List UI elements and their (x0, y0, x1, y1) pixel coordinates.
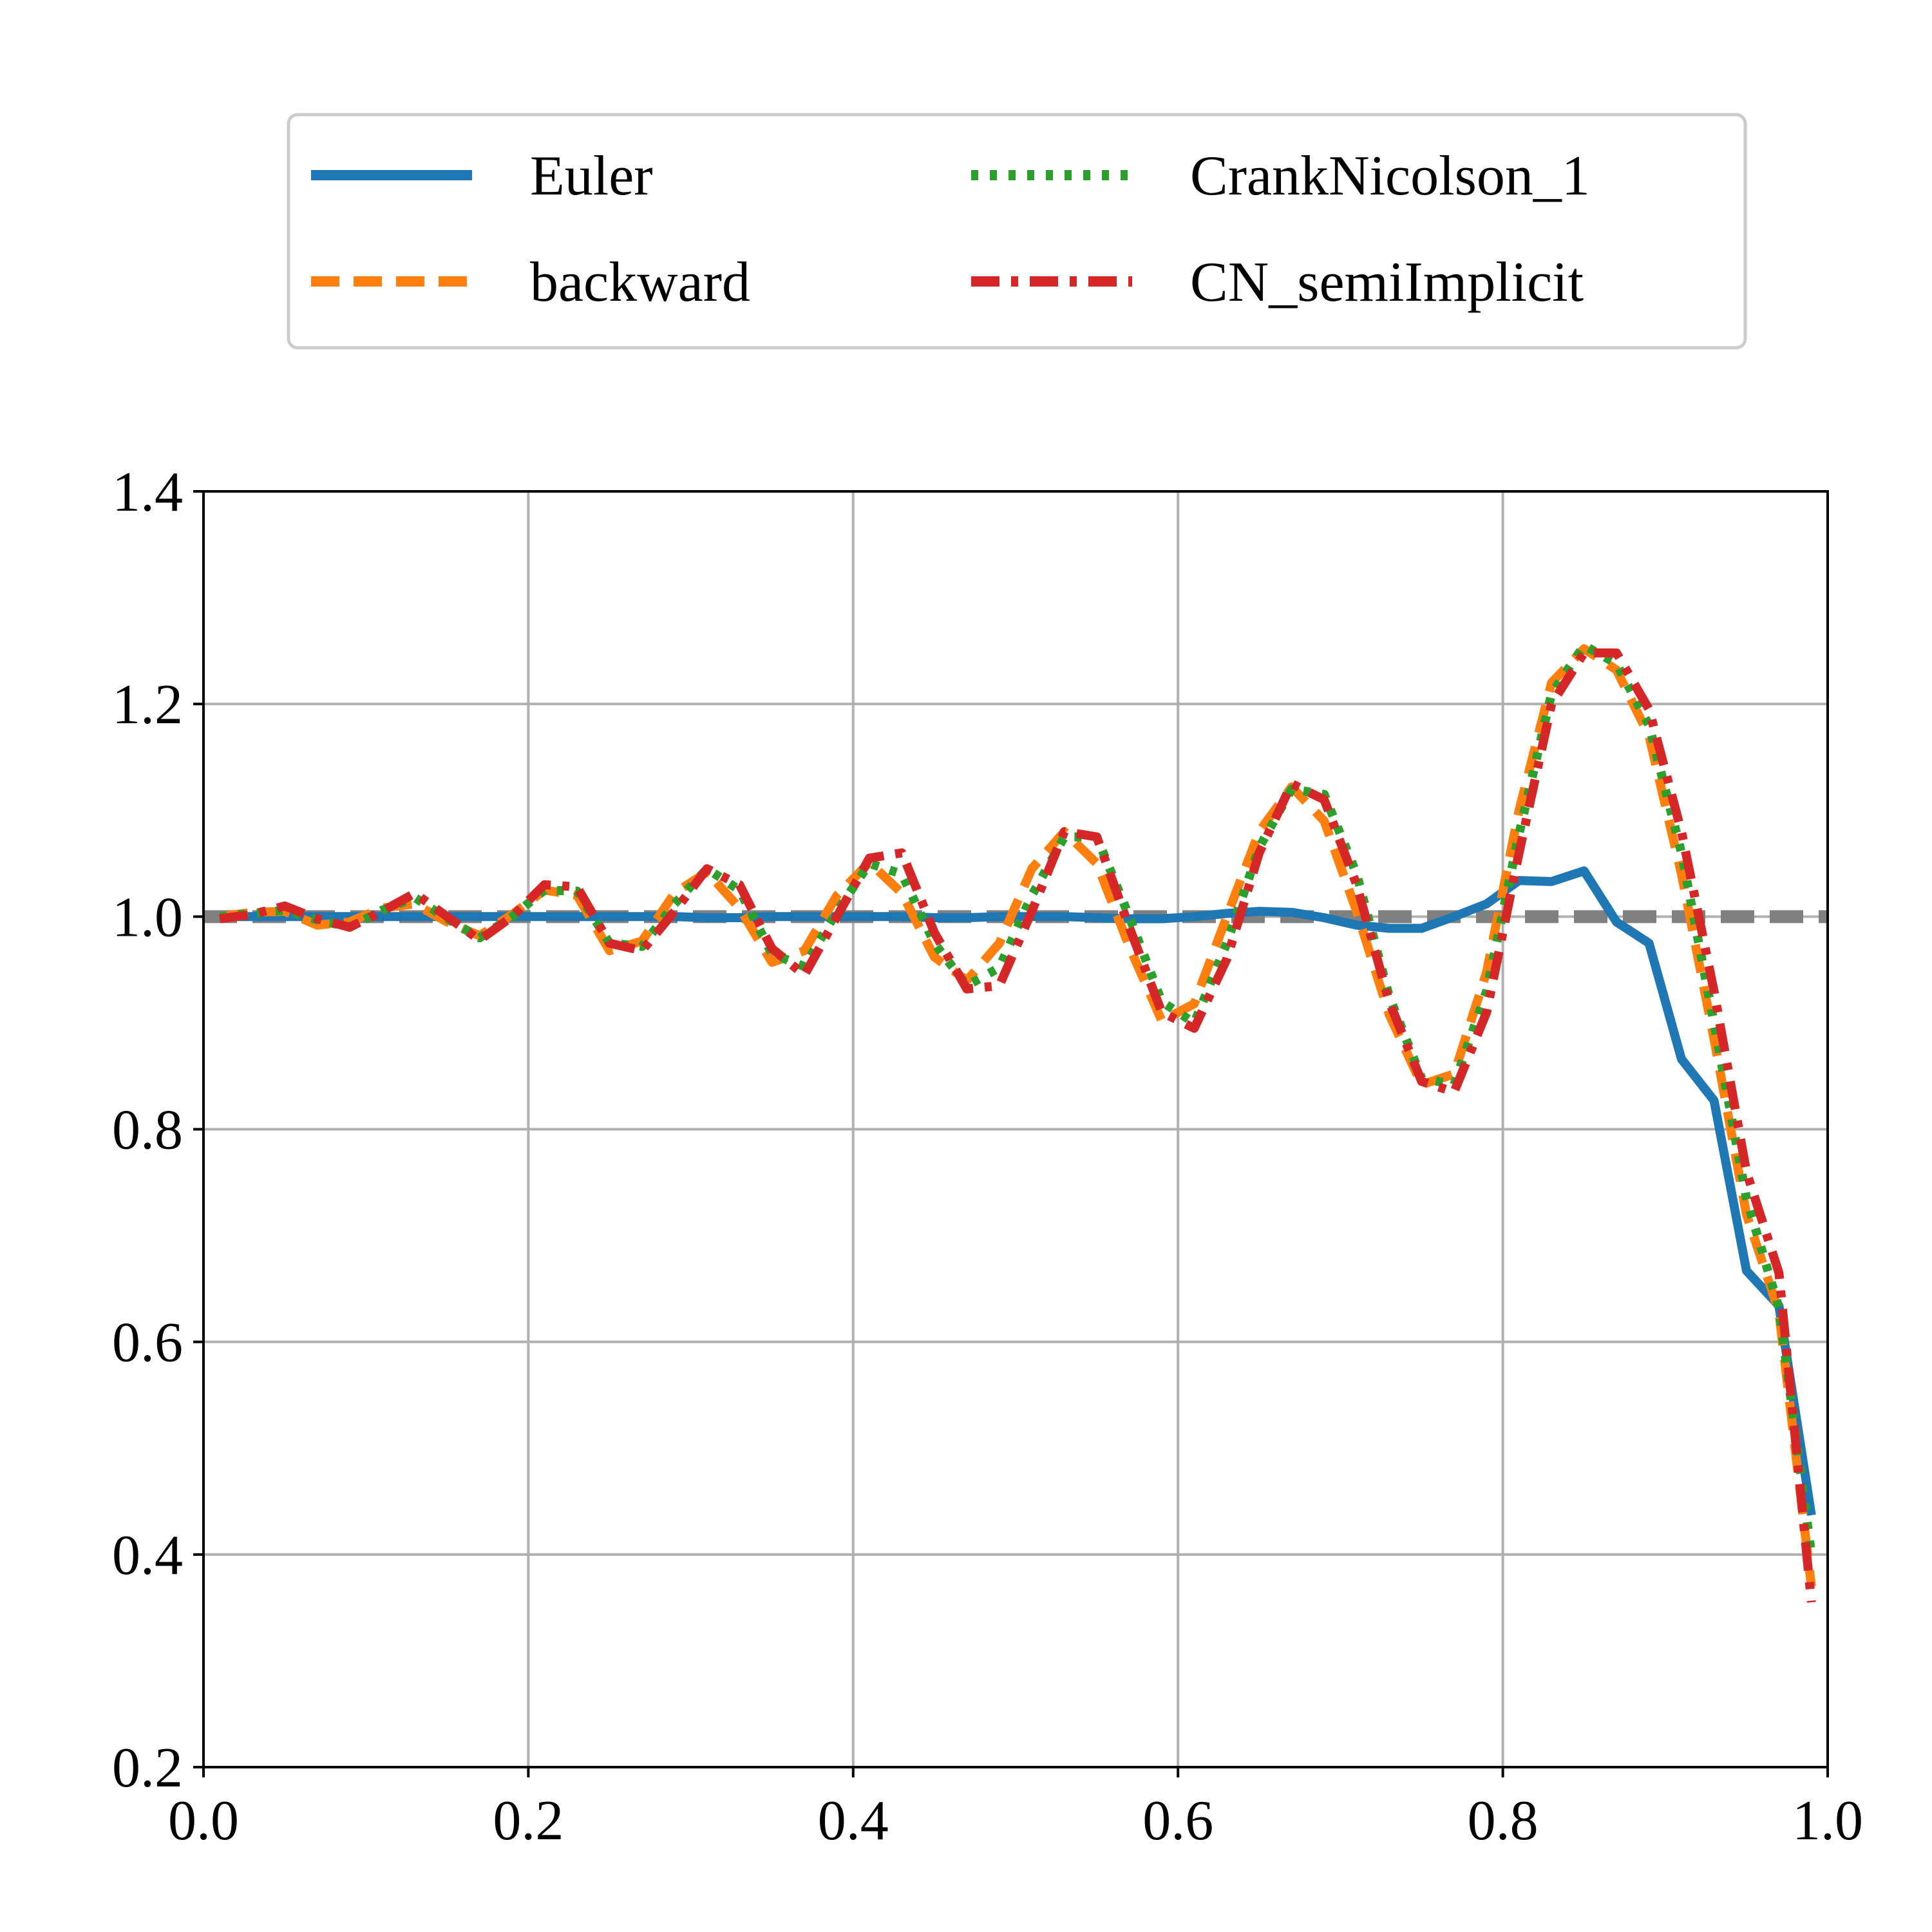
grid (202, 490, 1829, 1768)
legend: Euler backward CrankNicolson_1 CN_semiImpli… (287, 113, 1747, 350)
x-tick-label: 0.6 (1142, 1790, 1213, 1852)
y-tick-label: 1.2 (112, 674, 183, 736)
x-tick-label: 0.0 (168, 1790, 239, 1852)
series-line-cranknicolson-1 (219, 641, 1816, 1555)
y-axis: 0.2 0.4 0.6 0.8 1.0 1.2 1.4 (112, 461, 204, 1799)
x-tick-label: 0.2 (493, 1790, 564, 1852)
series-line-euler (220, 866, 1816, 1516)
legend-frame (287, 113, 1747, 350)
y-tick-label: 1.0 (112, 886, 183, 949)
y-tick-label: 0.6 (112, 1312, 183, 1374)
y-tick-label: 0.8 (112, 1099, 183, 1162)
x-tick-label: 1.0 (1792, 1790, 1863, 1852)
series (219, 641, 1816, 1603)
series-line-cn-semiimplicit (219, 648, 1816, 1603)
legend-label: CN_semiImplicit (1190, 251, 1584, 314)
y-tick-label: 0.4 (112, 1524, 183, 1587)
y-tick-label: 1.4 (112, 461, 183, 524)
y-tick-label: 0.2 (112, 1737, 183, 1799)
legend-label: CrankNicolson_1 (1190, 145, 1590, 207)
legend-label: backward (530, 251, 750, 314)
x-tick-label: 0.8 (1468, 1790, 1539, 1852)
x-axis: 0.0 0.2 0.4 0.6 0.8 1.0 (168, 1767, 1863, 1852)
series-line-backward (219, 644, 1816, 1587)
plot-area: 0.0 0.2 0.4 0.6 0.8 1.0 0.20.40.60.81.01.21.4 (112, 461, 1863, 1852)
x-tick-label: 0.4 (818, 1790, 889, 1852)
legend-label: Euler (530, 145, 653, 207)
